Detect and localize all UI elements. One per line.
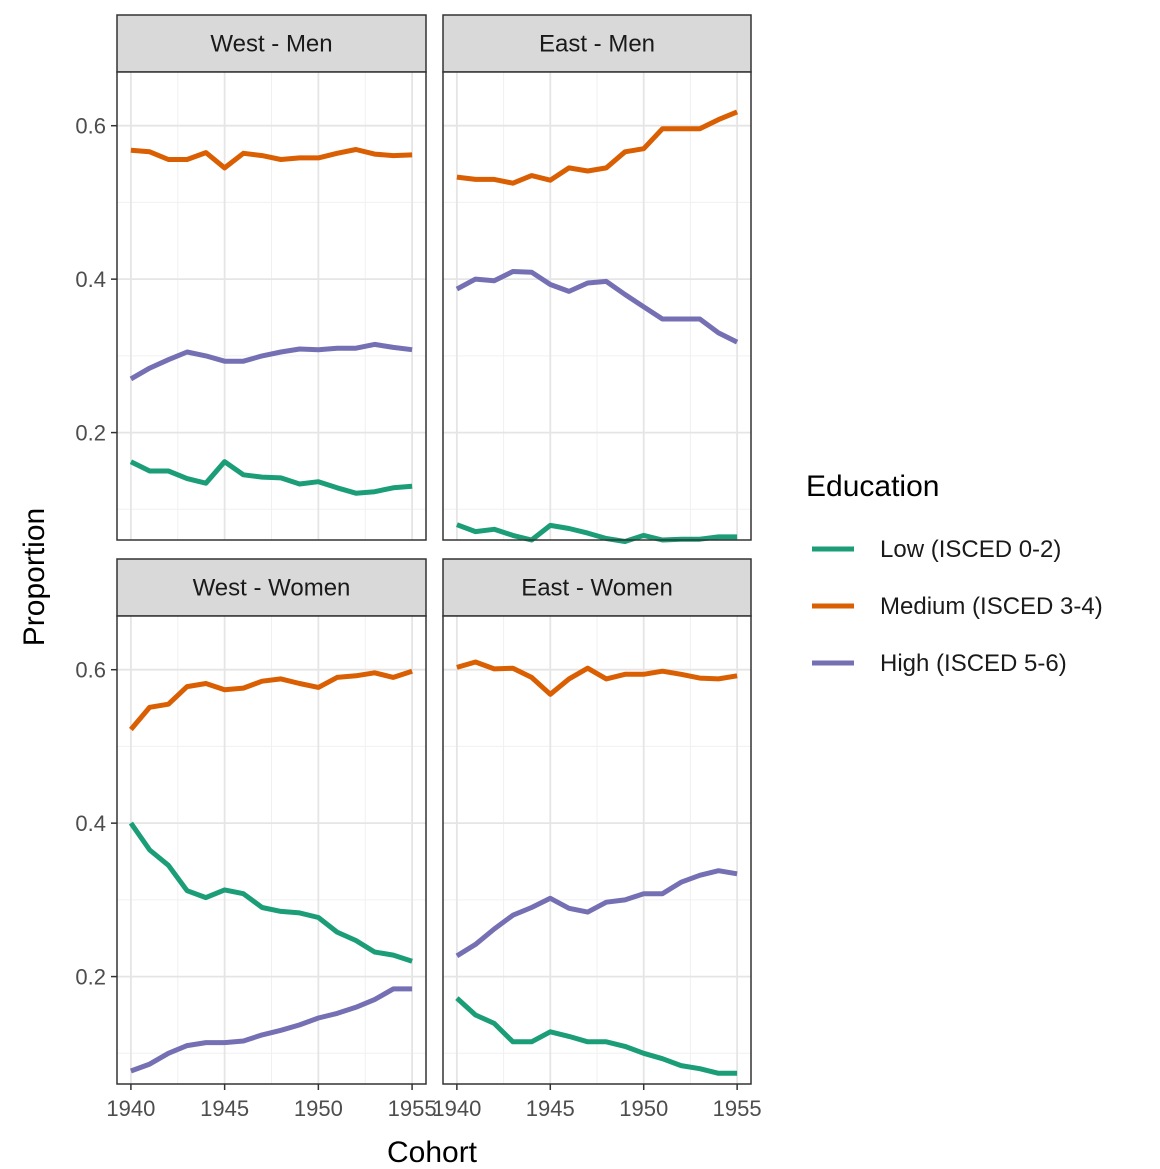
legend: Education Low (ISCED 0-2) Medium (ISCED … bbox=[806, 470, 1103, 677]
x-tick-label: 1955 bbox=[713, 1096, 762, 1121]
y-tick-label: 0.2 bbox=[75, 965, 106, 990]
series-line-high-isced-5-6 bbox=[130, 986, 413, 1074]
series-line-low-isced-0-2 bbox=[128, 821, 413, 964]
series-line-low-isced-0-2 bbox=[455, 996, 738, 1076]
legend-item-medium: Medium (ISCED 3-4) bbox=[812, 593, 1103, 620]
series-line-medium-isced-3-4 bbox=[128, 668, 413, 732]
strip-east-women bbox=[442, 558, 752, 617]
legend-title: Education bbox=[806, 470, 939, 503]
y-tick-label: 0.2 bbox=[75, 421, 106, 446]
series-line-high-isced-5-6 bbox=[455, 269, 739, 345]
series-line-medium-isced-3-4 bbox=[456, 659, 738, 697]
strip-label-west-women: West - Women bbox=[193, 575, 351, 602]
panel-border bbox=[442, 71, 752, 541]
strip-label-east-men: East - Men bbox=[539, 31, 655, 58]
x-tick-label: 1940 bbox=[106, 1096, 155, 1121]
series-line-medium-isced-3-4 bbox=[456, 109, 739, 186]
x-tick-label: 1945 bbox=[200, 1096, 249, 1121]
panel-west-women: West - Women bbox=[116, 558, 427, 1085]
panels-layer: West - Men East - Men West - Women East - W… bbox=[116, 14, 752, 1085]
series-line-medium-isced-3-4 bbox=[130, 147, 413, 171]
y-tick-label: 0.6 bbox=[75, 114, 106, 139]
x-tick-label: 1950 bbox=[619, 1096, 668, 1121]
series-line-high-isced-5-6 bbox=[129, 341, 413, 382]
series-line-low-isced-0-2 bbox=[129, 459, 413, 496]
strip-label-west-men: West - Men bbox=[210, 31, 332, 58]
legend-label-medium: Medium (ISCED 3-4) bbox=[880, 593, 1103, 620]
series-line-high-isced-5-6 bbox=[455, 868, 738, 959]
legend-label-low: Low (ISCED 0-2) bbox=[880, 536, 1061, 563]
legend-item-low: Low (ISCED 0-2) bbox=[812, 536, 1061, 563]
x-axis-title: Cohort bbox=[387, 1136, 478, 1169]
x-tick-label: 1940 bbox=[432, 1096, 481, 1121]
strip-west-women bbox=[116, 558, 427, 617]
panel-west-men: West - Men bbox=[116, 14, 427, 541]
strip-label-east-women: East - Women bbox=[521, 575, 673, 602]
panel-border bbox=[442, 615, 752, 1085]
x-tick-label: 1945 bbox=[526, 1096, 575, 1121]
y-tick-label: 0.4 bbox=[75, 267, 106, 292]
legend-label-high: High (ISCED 5-6) bbox=[880, 650, 1067, 677]
strip-west-men bbox=[116, 14, 427, 73]
panel-border bbox=[116, 615, 427, 1085]
y-axis: 0.2 0.4 0.6 0.2 0.4 0.6 bbox=[75, 114, 117, 990]
y-tick-label: 0.6 bbox=[75, 658, 106, 683]
y-axis-title: Proportion bbox=[18, 508, 51, 646]
x-tick-label: 1955 bbox=[388, 1096, 437, 1121]
panel-east-men: East - Men bbox=[442, 14, 752, 544]
series-line-low-isced-0-2 bbox=[456, 522, 738, 544]
panel-east-women: East - Women bbox=[442, 558, 752, 1085]
y-tick-label: 0.4 bbox=[75, 811, 106, 836]
gridlines bbox=[117, 72, 426, 540]
panel-border bbox=[116, 71, 427, 541]
legend-item-high: High (ISCED 5-6) bbox=[812, 650, 1067, 677]
x-tick-label: 1950 bbox=[294, 1096, 343, 1121]
